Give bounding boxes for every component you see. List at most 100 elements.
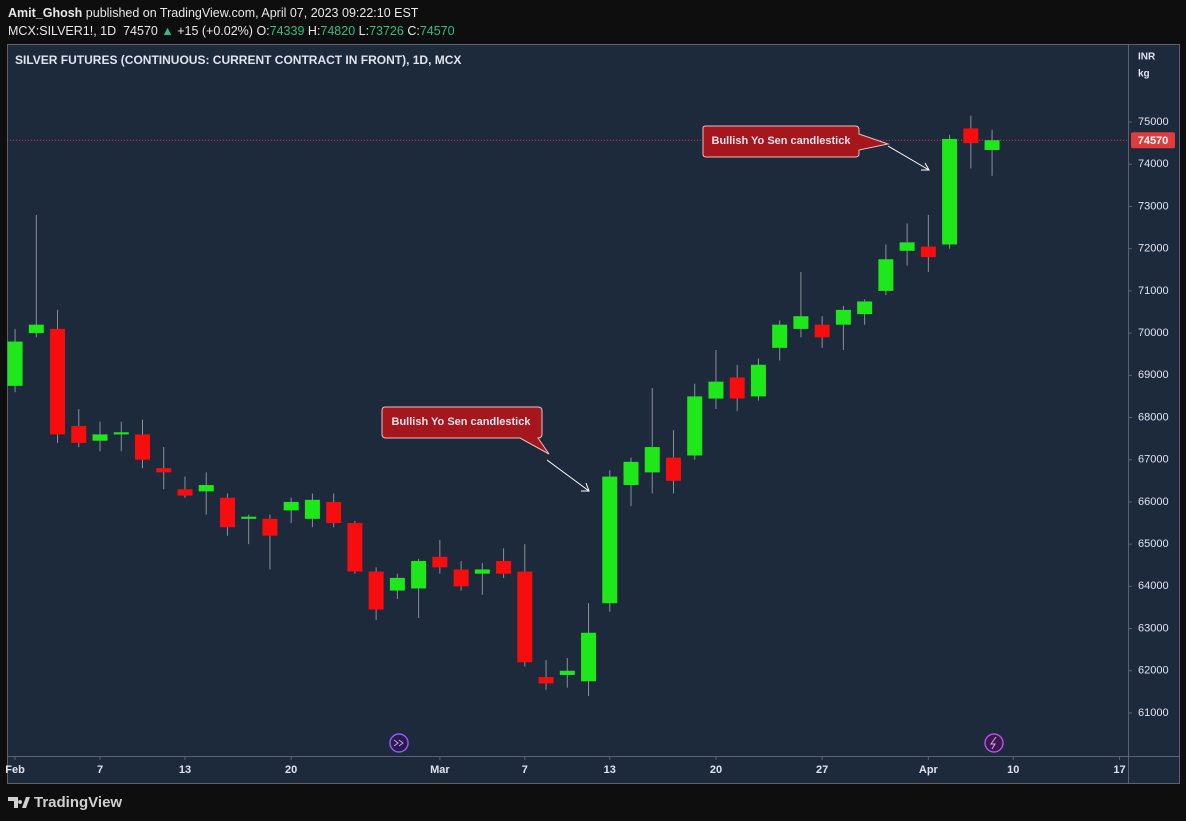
callout-arrow <box>546 459 590 492</box>
o-value: 74339 <box>269 24 305 38</box>
frame <box>7 44 1180 784</box>
c-label: C: <box>407 24 420 38</box>
candle-body <box>92 434 108 441</box>
candle-body <box>984 140 1000 150</box>
ohlc-line: MCX:SILVER1!, 1D 74570 ▲ +15 (+0.02%) O:… <box>8 22 455 40</box>
annotations: Bullish Yo Sen candlestick Bullish Yo Se… <box>381 125 930 492</box>
brand: TradingView <box>8 794 122 811</box>
y-tick-label: 70000 <box>1138 327 1169 339</box>
last-price: 74570 <box>123 24 158 38</box>
y-tick-label: 72000 <box>1138 243 1169 255</box>
candle-body <box>304 499 320 519</box>
header: Amit_Ghosh published on TradingView.com,… <box>8 4 455 40</box>
candle-body <box>262 518 278 536</box>
candle-body <box>453 569 469 587</box>
candle-body <box>835 309 851 325</box>
candle-body <box>50 328 66 435</box>
candle-body <box>963 128 979 144</box>
y-tick-label: 71000 <box>1138 285 1169 297</box>
candle-body <box>326 501 342 524</box>
candle-body <box>411 561 427 589</box>
candle-body <box>750 364 766 397</box>
y-tick-label: 68000 <box>1138 411 1169 423</box>
y-tick-label: 75000 <box>1138 116 1169 128</box>
x-tick-label: Apr <box>919 764 939 776</box>
c-value: 74570 <box>419 24 455 38</box>
publish-line: Amit_Ghosh published on TradingView.com,… <box>8 4 455 22</box>
candle-body <box>920 246 936 258</box>
candle-body <box>814 324 830 338</box>
candle-body <box>368 571 384 610</box>
brand-name: TradingView <box>34 794 122 811</box>
x-tick-label: 10 <box>1007 764 1019 776</box>
change-arrow: ▲ <box>161 24 174 38</box>
candle-body <box>581 632 597 682</box>
publisher: Amit_Ghosh <box>8 6 83 20</box>
callout-text: Bullish Yo Sen candlestick <box>712 135 852 147</box>
candle-body <box>602 476 618 604</box>
event-icon[interactable] <box>389 733 409 753</box>
candle-body <box>7 341 23 386</box>
last-price-label: 74570 <box>1138 135 1169 147</box>
x-tick-label: 20 <box>710 764 722 776</box>
candle-body <box>559 670 575 675</box>
l-value: 73726 <box>369 24 404 38</box>
event-icon-glyph <box>990 736 997 750</box>
x-tick-label: 7 <box>97 764 103 776</box>
candle-body <box>665 457 681 481</box>
l-label: L: <box>358 24 370 38</box>
y-tick-label: 69000 <box>1138 369 1169 381</box>
candle-body <box>899 242 915 251</box>
event-icon-circle[interactable] <box>389 733 409 753</box>
candle-body <box>71 425 87 443</box>
candle-body <box>347 523 363 572</box>
candle-body <box>538 677 554 684</box>
candle-body <box>878 259 894 291</box>
event-icon-circle[interactable] <box>984 733 1004 753</box>
candle-body <box>496 561 512 574</box>
symbol: MCX:SILVER1!, 1D <box>8 24 117 38</box>
candle-body <box>729 377 745 399</box>
brand-logo <box>8 797 30 808</box>
candle-body <box>942 138 958 245</box>
candle-body <box>793 316 809 329</box>
callout-arrow <box>887 145 930 171</box>
y-tick-label: 67000 <box>1138 454 1169 466</box>
candle-body <box>135 434 151 460</box>
candle-body <box>772 324 788 348</box>
last-price-tag <box>1131 132 1175 149</box>
unit: kg <box>1138 69 1150 80</box>
candle-body <box>198 485 214 492</box>
x-tick-label: 17 <box>1113 764 1125 776</box>
y-tick-label: 62000 <box>1138 665 1169 677</box>
event-icon[interactable] <box>984 733 1004 753</box>
candle-body <box>644 447 660 473</box>
candle-body <box>241 516 257 519</box>
candle-body <box>708 381 724 399</box>
candle-body <box>113 432 129 435</box>
x-tick-label: Mar <box>430 764 450 776</box>
candle-body <box>177 489 193 496</box>
o-label: O: <box>256 24 270 38</box>
candle-body <box>857 301 873 315</box>
y-tick-label: 66000 <box>1138 496 1169 508</box>
callout-box <box>381 406 550 455</box>
callout-text: Bullish Yo Sen candlestick <box>392 416 532 428</box>
chart-title: SILVER FUTURES (CONTINUOUS: CURRENT CONT… <box>15 53 461 67</box>
candle-body <box>687 396 703 456</box>
y-tick-label: 63000 <box>1138 622 1169 634</box>
candle-body <box>623 461 639 486</box>
x-tick-label: Feb <box>5 764 25 776</box>
x-tick-label: 20 <box>285 764 297 776</box>
candle-body <box>28 324 44 334</box>
candle-body <box>283 501 299 511</box>
h-value: 74820 <box>320 24 356 38</box>
event-icon-glyph <box>393 739 404 747</box>
candle-body <box>156 468 172 473</box>
x-tick-label: 7 <box>522 764 528 776</box>
candle-body <box>517 571 533 663</box>
candle-body <box>474 569 490 574</box>
candle-body <box>389 577 405 591</box>
change: +15 (+0.02%) <box>177 24 253 38</box>
callout-box <box>702 125 890 158</box>
